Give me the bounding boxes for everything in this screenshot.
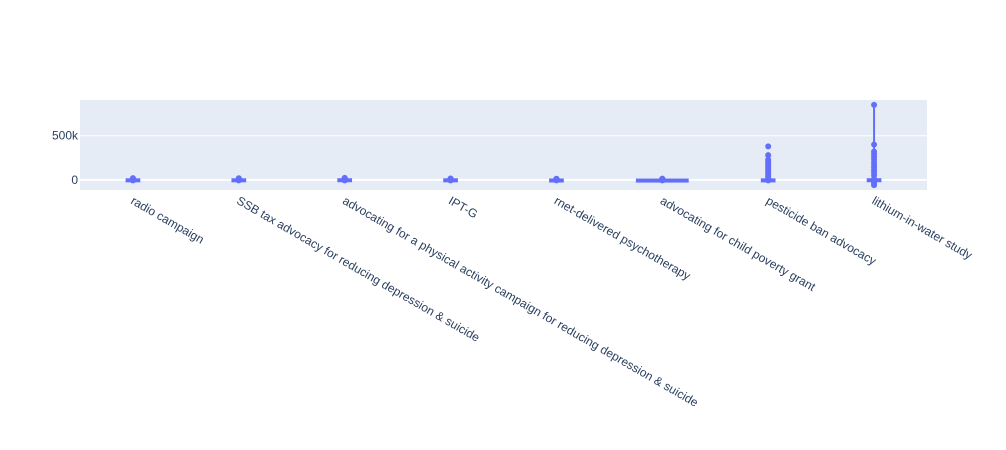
whisker-max-point — [235, 175, 242, 182]
y-tick-label: 0 — [71, 173, 78, 187]
outlier-point — [871, 179, 878, 186]
whisker-max-point — [659, 175, 666, 182]
whisker-max-point — [553, 175, 560, 182]
plot-background — [80, 100, 927, 190]
box-trace — [635, 175, 689, 184]
outlier-point — [765, 152, 772, 159]
box-trace — [125, 175, 141, 184]
box-trace — [443, 175, 458, 184]
x-category-label: SSB tax advocacy for reducing depression… — [234, 193, 482, 344]
outlier-point — [871, 141, 878, 148]
box-series — [125, 101, 882, 189]
whisker-max-point — [447, 175, 454, 182]
box-trace — [337, 174, 353, 184]
box-trace — [760, 143, 776, 184]
whisker-max-point — [341, 174, 348, 181]
whisker-max-point — [871, 101, 878, 108]
x-category-label: radio campaign — [128, 193, 206, 246]
x-category-label: pesticide ban advocacy — [764, 193, 879, 267]
outlier-point — [871, 148, 878, 155]
outlier-point — [765, 143, 772, 150]
whisker-max-point — [129, 175, 136, 182]
outlier-point — [765, 156, 772, 163]
y-tick-label: 500k — [52, 129, 79, 143]
whisker-max-point — [765, 173, 772, 180]
box-trace — [866, 101, 882, 189]
category-labels: radio campaign SSB tax advocacy for reduc… — [128, 193, 974, 409]
y-axis-ticks: 0 500k — [52, 129, 79, 187]
x-category-label: advocating for a physical activity campa… — [340, 193, 701, 409]
x-category-label: IPT-G — [446, 193, 480, 221]
box-trace — [549, 175, 564, 184]
box-trace — [231, 175, 247, 184]
x-category-label: lithium-in-water study — [870, 193, 975, 262]
grid-lines — [80, 135, 927, 181]
